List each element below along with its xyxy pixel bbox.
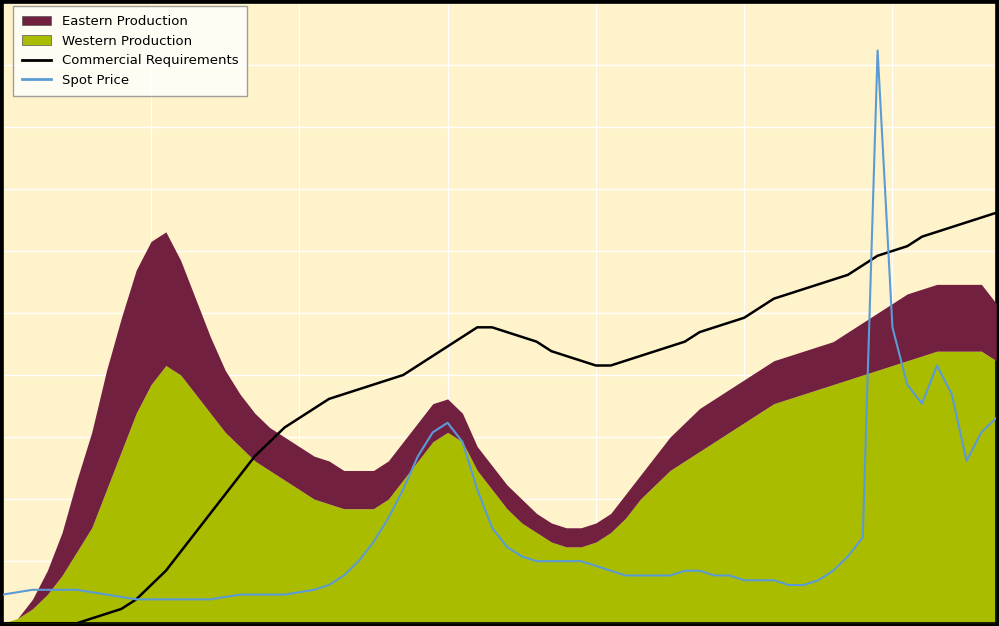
Legend: Eastern Production, Western Production, Commercial Requirements, Spot Price: Eastern Production, Western Production, … bbox=[13, 6, 248, 96]
